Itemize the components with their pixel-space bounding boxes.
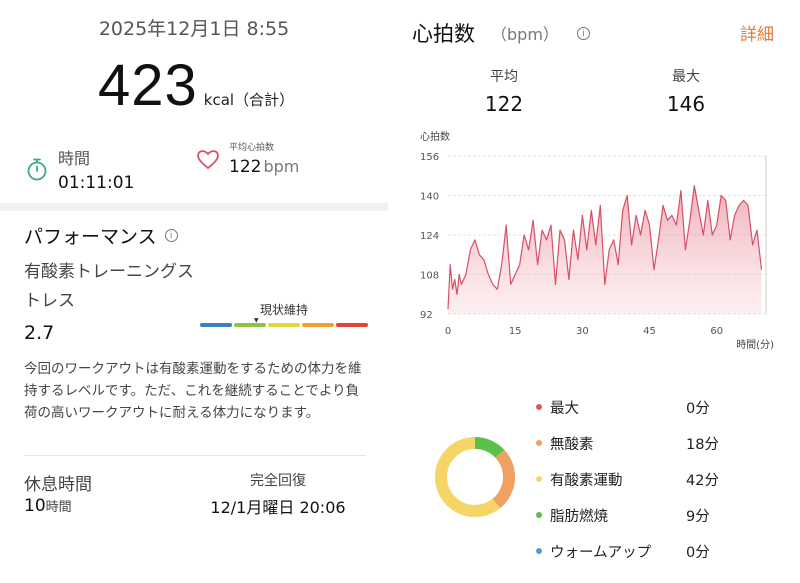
recovery-label: 完全回復 [250, 473, 306, 489]
x-tick-label: 30 [576, 326, 589, 337]
calories-block: 423 kcal（合計） [98, 52, 294, 119]
stopwatch-icon [27, 158, 47, 181]
rest-value: 10 [24, 496, 46, 516]
x-tick-label: 60 [710, 326, 723, 337]
details-link[interactable]: 詳細 [740, 25, 774, 45]
zone-name: 脂肪燃焼 [550, 508, 608, 525]
calories-unit: kcal（合計） [203, 91, 295, 109]
avg-hr-label: 平均心拍数 [229, 143, 275, 153]
performance-description: 今回のワークアウトは有酸素運動をするための体力を維持するレベルです。ただ、これを… [24, 361, 362, 421]
zone-duration: 18分 [686, 436, 719, 453]
scale-segment [234, 323, 266, 327]
avg-hr-value: 122 [229, 157, 262, 177]
zone-duration: 0分 [686, 544, 710, 561]
y-axis-label: 心拍数 [420, 130, 450, 143]
y-tick-label: 108 [420, 271, 439, 282]
hr-average-value: 122 [484, 92, 524, 116]
x-tick-label: 0 [445, 326, 451, 337]
hr-max-value: 146 [666, 92, 706, 116]
zone-color-dot [536, 512, 542, 518]
x-axis-label: 時間(分) [736, 339, 774, 351]
donut-segment [435, 437, 515, 517]
scale-segment [336, 323, 368, 327]
zone-color-dot [536, 548, 542, 554]
zone-duration: 42分 [686, 472, 719, 489]
hr-zone-donut [435, 437, 515, 517]
zone-name: 最大 [550, 400, 579, 417]
heart-rate-chart: 心拍数 156 140 124 108 92 0 15 30 45 60 時間(分) [420, 130, 774, 351]
x-tick-label: 15 [509, 326, 522, 337]
zone-legend-row: 有酸素運動 42分 [536, 468, 776, 490]
calories-value: 423 [98, 53, 198, 118]
hr-average: 平均 122 [444, 66, 564, 116]
avg-hr-stat: 平均心拍数 122 bpm [195, 140, 299, 177]
zone-name: 無酸素 [550, 436, 594, 453]
hr-area [448, 185, 762, 314]
zone-name: ウォームアップ [550, 544, 652, 561]
y-tick-label: 156 [420, 152, 439, 163]
stress-level-label: 現状維持 [259, 303, 308, 317]
x-tick-label: 45 [643, 326, 656, 337]
zone-name: 有酸素運動 [550, 472, 623, 489]
workout-summary-panel: 2025年12月1日 8:55 423 kcal（合計） 時間 01:11:01… [0, 0, 388, 583]
workout-datetime: 2025年12月1日 8:55 [98, 18, 290, 40]
stress-value: 2.7 [24, 322, 55, 344]
zone-duration: 0分 [686, 400, 710, 417]
heart-icon [197, 149, 219, 169]
divider [24, 455, 366, 456]
zone-duration: 9分 [686, 508, 710, 525]
duration-stat: 時間 01:11:01 [24, 145, 134, 193]
performance-heading: パフォーマンス i [24, 222, 178, 249]
duration-value: 01:11:01 [58, 173, 135, 193]
performance-title: パフォーマンス [24, 226, 157, 248]
info-icon[interactable]: i [576, 26, 590, 40]
rest-value-block: 10時間 [24, 496, 72, 516]
heart-rate-title: 心拍数 [412, 22, 475, 46]
section-divider [0, 203, 388, 211]
donut-segment [435, 437, 515, 517]
y-tick-label: 124 [420, 231, 439, 242]
hr-max-label: 最大 [672, 69, 700, 85]
heart-rate-panel: 心拍数 （bpm） i 詳細 平均 122 最大 146 心拍数 156 140 12… [400, 0, 800, 583]
stress-label: 有酸素トレーニングストレス [24, 262, 194, 311]
recovery-value: 12/1月曜日 20:06 [210, 498, 346, 517]
y-tick-label: 92 [420, 310, 433, 321]
duration-label: 時間 [58, 149, 91, 168]
scale-segment [268, 323, 300, 327]
stress-scale-bar [200, 323, 368, 327]
zone-color-dot [536, 440, 542, 446]
rest-label: 休息時間 [24, 475, 92, 495]
y-tick-label: 140 [420, 192, 439, 203]
zone-legend-row: 最大 0分 [536, 396, 776, 418]
scale-marker-icon: ▼ [254, 317, 259, 324]
zone-legend-row: 無酸素 18分 [536, 432, 776, 454]
hr-average-label: 平均 [490, 69, 518, 85]
zone-legend-row: ウォームアップ 0分 [536, 540, 776, 562]
scale-segment [200, 323, 232, 327]
zone-legend-row: 脂肪燃焼 9分 [536, 504, 776, 526]
heart-rate-heading: 心拍数 （bpm） i [412, 18, 590, 48]
zone-color-dot [536, 476, 542, 482]
rest-unit: 時間 [45, 500, 72, 515]
hr-line [447, 185, 763, 310]
hr-max: 最大 146 [626, 66, 746, 116]
scale-segment [302, 323, 334, 327]
zone-color-dot [536, 404, 542, 410]
avg-hr-unit: bpm [263, 157, 300, 176]
info-icon[interactable]: i [164, 229, 178, 242]
heart-rate-unit: （bpm） [491, 25, 559, 44]
